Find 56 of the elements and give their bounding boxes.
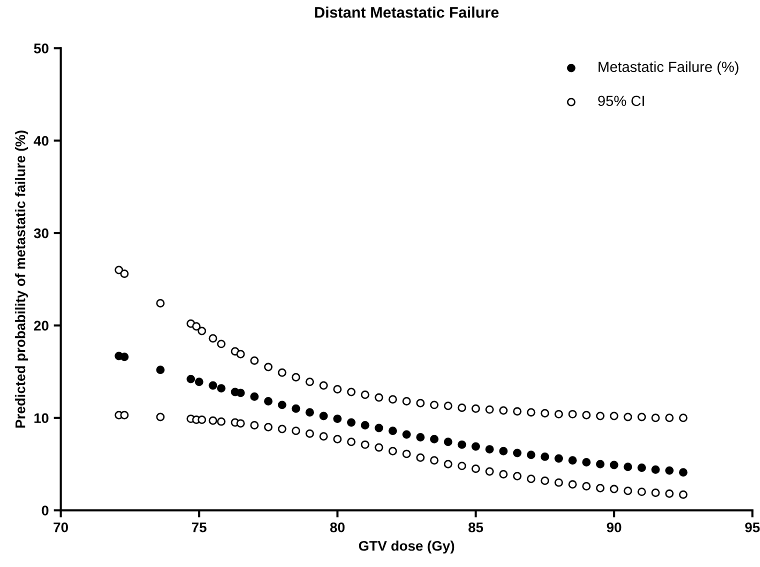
point <box>610 460 618 470</box>
point <box>554 454 563 463</box>
point <box>485 445 494 454</box>
point <box>264 397 273 406</box>
y-tick-label: 20 <box>34 320 48 331</box>
x-tick-label: 85 <box>468 522 484 532</box>
point <box>568 456 577 465</box>
point <box>347 418 356 427</box>
x-tick-label: 90 <box>606 522 622 532</box>
point <box>278 400 286 410</box>
point <box>416 433 425 442</box>
y-tick-label: 50 <box>34 44 48 54</box>
x-tick-label: 75 <box>192 522 206 532</box>
point <box>513 448 522 458</box>
point <box>472 442 480 451</box>
point <box>402 430 411 439</box>
point <box>499 446 508 456</box>
point <box>526 450 536 460</box>
point <box>217 384 226 393</box>
x-tick-label: 70 <box>54 522 68 532</box>
point <box>360 421 370 430</box>
point <box>624 462 632 472</box>
point <box>374 424 384 432</box>
point <box>292 404 300 413</box>
point <box>208 381 218 390</box>
point <box>582 458 591 466</box>
point <box>306 408 314 417</box>
point <box>679 468 688 477</box>
point <box>156 366 165 374</box>
point <box>236 388 245 398</box>
y-tick-label: 30 <box>34 228 48 238</box>
y-tick-label: 10 <box>34 413 48 424</box>
point <box>319 412 328 420</box>
point <box>388 426 398 436</box>
point <box>638 464 646 472</box>
point <box>665 466 674 475</box>
legend-label: 95% CI <box>598 96 644 106</box>
y-tick-label: 0 <box>42 506 48 516</box>
point <box>430 434 438 444</box>
y-axis-title: Predicted probability of metastatic failure (%) <box>15 130 28 428</box>
legend-label: Metastatic Failure (%) <box>598 61 738 75</box>
point <box>596 460 604 468</box>
point <box>333 414 342 424</box>
x-tick-label: 80 <box>330 522 345 532</box>
y-tick-label: 40 <box>34 136 48 146</box>
x-axis-title: GTV dose (Gy) <box>358 540 454 554</box>
point <box>444 438 452 446</box>
point <box>250 392 259 401</box>
x-tick-label: 95 <box>745 522 760 532</box>
point <box>458 440 466 449</box>
point <box>540 452 550 461</box>
point <box>194 378 204 386</box>
chart-title: Distant Metastatic Failure <box>315 6 499 18</box>
point <box>186 374 196 384</box>
point <box>120 352 129 362</box>
point <box>651 465 660 474</box>
